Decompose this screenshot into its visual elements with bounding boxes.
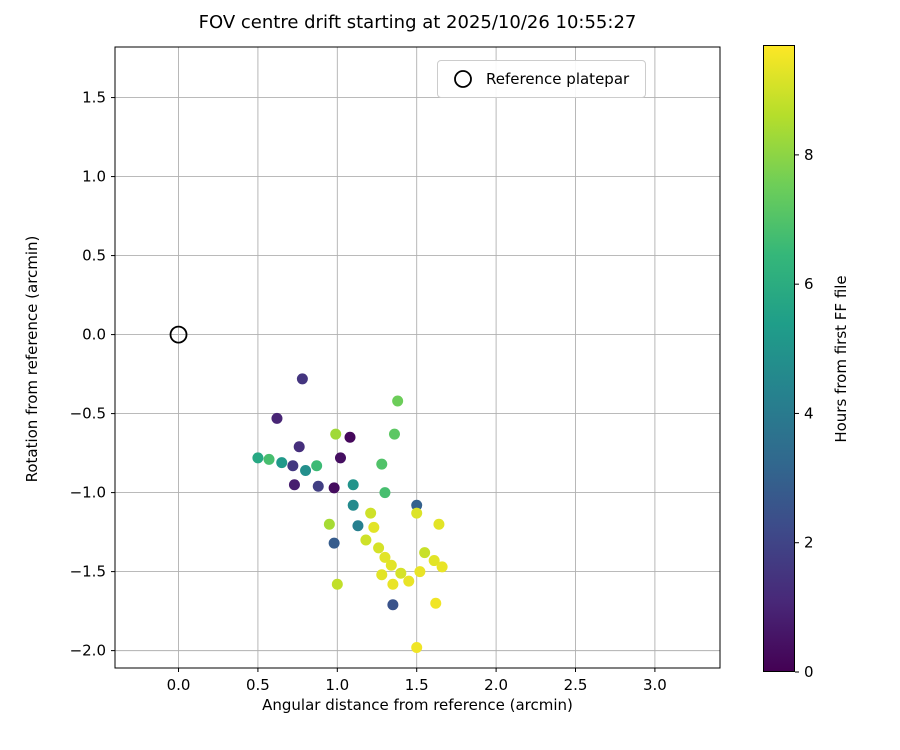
scatter-point xyxy=(411,641,423,653)
y-tick-label: −0.5 xyxy=(70,405,106,423)
x-tick-label: 1.5 xyxy=(405,676,429,694)
colorbar-tick-label: 6 xyxy=(804,275,814,293)
scatter-point xyxy=(379,551,391,563)
scatter-point xyxy=(360,534,372,546)
scatter-point xyxy=(334,452,346,464)
legend-label: Reference platepar xyxy=(486,70,630,88)
scatter-point xyxy=(271,412,283,424)
y-tick-label: 1.0 xyxy=(82,168,106,186)
scatter-point xyxy=(288,479,300,491)
scatter-point xyxy=(344,431,356,443)
axes-frame xyxy=(114,46,721,669)
scatter-point xyxy=(373,542,385,554)
scatter-point xyxy=(365,507,377,519)
scatter-point xyxy=(352,520,364,532)
colorbar xyxy=(763,45,795,672)
scatter-point xyxy=(385,559,397,571)
x-tick-label: 2.5 xyxy=(564,676,588,694)
scatter-point xyxy=(368,521,380,533)
scatter-point xyxy=(376,569,388,581)
scatter-point xyxy=(428,555,440,567)
scatter-point xyxy=(323,518,335,530)
scatter-point xyxy=(347,499,359,511)
y-axis-label: Rotation from reference (arcmin) xyxy=(23,235,41,483)
scatter-point xyxy=(395,567,407,579)
scatter-point xyxy=(388,428,400,440)
scatter-point xyxy=(300,464,312,476)
scatter-point xyxy=(387,599,399,611)
scatter-point xyxy=(436,561,448,573)
scatter-point xyxy=(419,547,431,559)
x-tick-label: 2.0 xyxy=(484,676,508,694)
scatter-point xyxy=(387,578,399,590)
y-tick-label: −2.0 xyxy=(70,642,106,660)
colorbar-tick-label: 8 xyxy=(804,146,814,164)
x-tick-label: 0.0 xyxy=(167,676,191,694)
scatter-point xyxy=(411,499,423,511)
scatter-point xyxy=(414,566,426,578)
y-tick-label: 0.0 xyxy=(82,326,106,344)
scatter-point xyxy=(293,441,305,453)
scatter-point xyxy=(331,578,343,590)
scatter-point xyxy=(330,428,342,440)
colorbar-tick-label: 0 xyxy=(804,663,814,681)
scatter-point xyxy=(376,458,388,470)
scatter-point xyxy=(276,457,288,469)
scatter-point xyxy=(328,537,340,549)
scatter-point xyxy=(403,575,415,587)
y-tick-label: 1.5 xyxy=(82,89,106,107)
scatter-point xyxy=(433,518,445,530)
x-tick-label: 3.0 xyxy=(643,676,667,694)
reference-marker-icon xyxy=(452,68,474,90)
scatter-point xyxy=(430,597,442,609)
y-tick-label: 0.5 xyxy=(82,247,106,265)
scatter-point xyxy=(263,453,275,465)
scatter-point xyxy=(252,452,264,464)
colorbar-tick-label: 2 xyxy=(804,534,814,552)
scatter-point xyxy=(296,373,308,385)
scatter-point xyxy=(311,460,323,472)
scatter-point xyxy=(347,479,359,491)
x-axis-label: Angular distance from reference (arcmin) xyxy=(262,696,573,714)
colorbar-tick-label: 4 xyxy=(804,404,814,422)
scatter-point xyxy=(328,482,340,494)
y-tick-label: −1.0 xyxy=(70,484,106,502)
plot-title: FOV centre drift starting at 2025/10/26 … xyxy=(198,12,637,33)
scatter-point xyxy=(379,487,391,499)
scatter-point xyxy=(411,507,423,519)
scatter-point xyxy=(287,460,299,472)
reference-platepar-marker xyxy=(169,325,188,344)
legend: Reference platepar xyxy=(437,60,647,98)
scatter-point xyxy=(392,395,404,407)
y-tick-label: −1.5 xyxy=(70,563,106,581)
x-tick-label: 0.5 xyxy=(246,676,270,694)
x-tick-label: 1.0 xyxy=(325,676,349,694)
scatter-point xyxy=(312,480,324,492)
